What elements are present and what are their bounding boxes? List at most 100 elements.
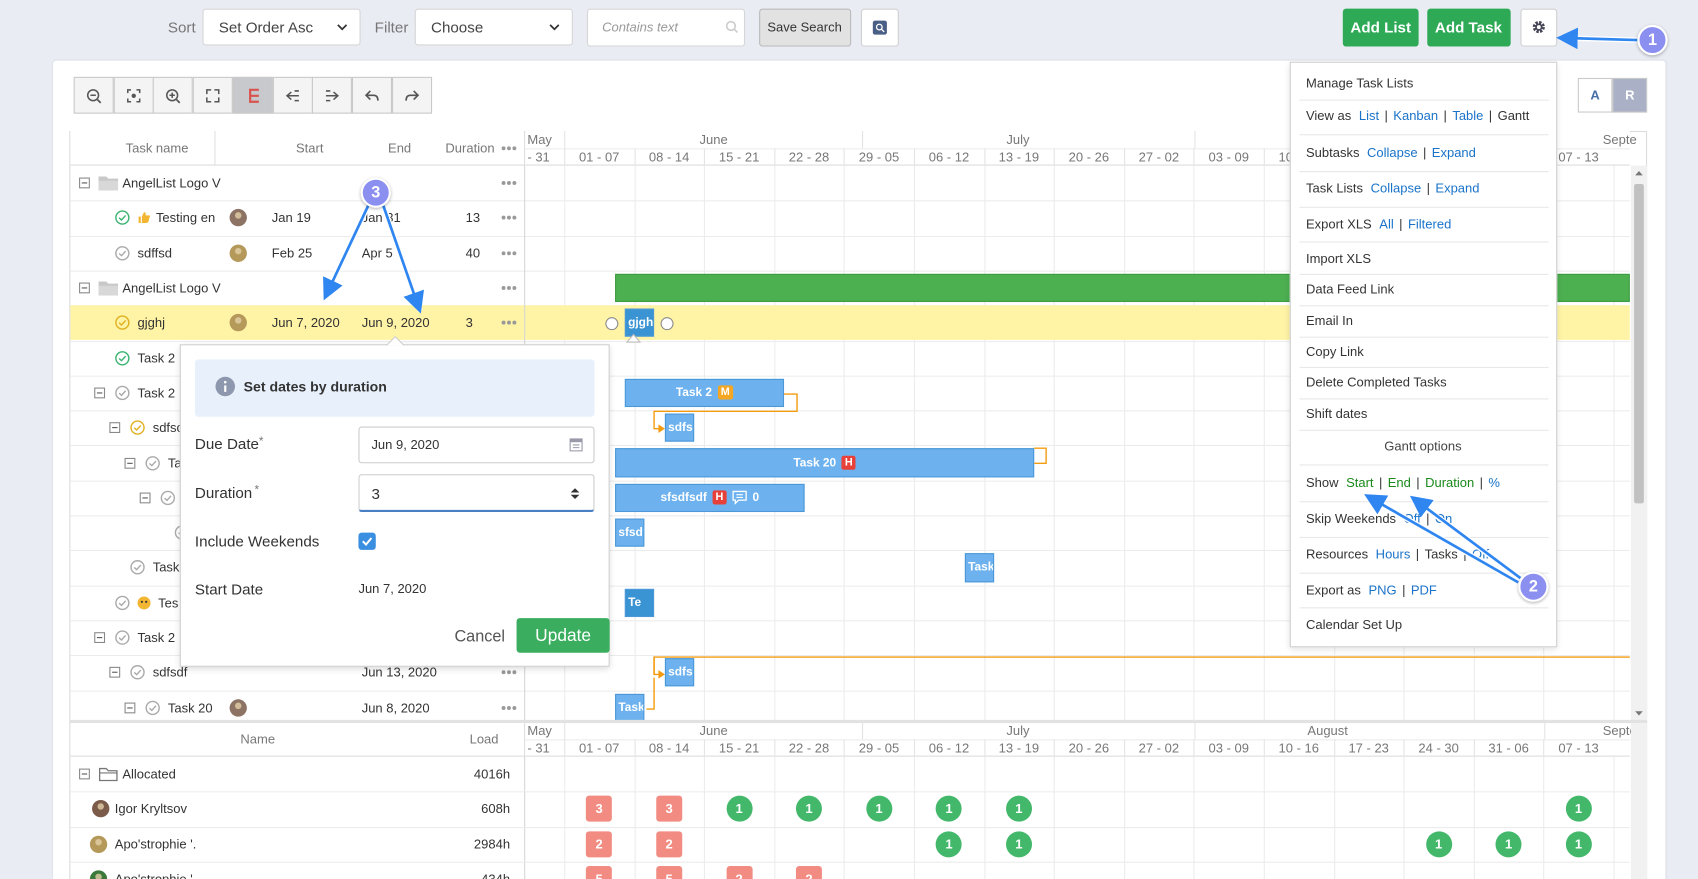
task-bar[interactable]: Task 2 M bbox=[624, 378, 785, 408]
resource-load-cell bbox=[586, 831, 613, 858]
avatar bbox=[89, 835, 108, 853]
week-boundary bbox=[844, 739, 846, 757]
menu-option[interactable]: Gantt bbox=[1497, 108, 1530, 124]
status-check bbox=[115, 210, 130, 226]
resource-load-value: 2 bbox=[735, 871, 742, 879]
menu-item[interactable]: Delete Completed Tasks bbox=[1306, 375, 1449, 390]
task-bar[interactable]: Te bbox=[624, 588, 655, 617]
month-boundary bbox=[861, 722, 864, 740]
task-bar[interactable]: Task bbox=[964, 553, 995, 582]
menu-option[interactable]: Collapse bbox=[1370, 180, 1422, 196]
menu-separator: | bbox=[1378, 475, 1383, 491]
menu-option[interactable]: PDF bbox=[1410, 582, 1437, 598]
week-boundary bbox=[704, 148, 706, 166]
menu-option[interactable]: Duration bbox=[1425, 475, 1475, 491]
comment-icon bbox=[732, 491, 747, 505]
week-label: 03 - 09 bbox=[1208, 149, 1249, 165]
menu-option[interactable]: End bbox=[1387, 475, 1411, 491]
sort-select[interactable] bbox=[202, 8, 361, 46]
task-bar[interactable]: sfsdfsdf H 0 bbox=[615, 483, 805, 513]
task-bar[interactable]: sdfsc bbox=[664, 413, 695, 443]
menu-option[interactable]: Table bbox=[1452, 108, 1484, 124]
row-line bbox=[70, 445, 1630, 447]
menu-separator: | bbox=[1402, 582, 1406, 598]
due-date-input[interactable] bbox=[358, 426, 595, 464]
month-boundary bbox=[1194, 130, 1196, 149]
icon-part bbox=[323, 27, 1638, 584]
week-label: 10 - 16 bbox=[1278, 740, 1319, 756]
menu-option[interactable]: List bbox=[1358, 108, 1380, 124]
avatar bbox=[229, 698, 247, 717]
search-input[interactable] bbox=[586, 8, 746, 47]
zoom-toolbar-button[interactable] bbox=[113, 76, 154, 114]
icon-part bbox=[337, 24, 348, 31]
settings-button[interactable] bbox=[1520, 8, 1558, 47]
view-mode-button[interactable] bbox=[1577, 77, 1613, 113]
menu-option[interactable]: Start bbox=[1346, 475, 1374, 491]
menu-option[interactable]: Expand bbox=[1435, 180, 1480, 196]
menu-option[interactable]: PNG bbox=[1368, 582, 1397, 598]
view-mode-button[interactable] bbox=[1612, 77, 1648, 113]
row-menu bbox=[501, 181, 517, 186]
add-list-button[interactable] bbox=[1342, 8, 1419, 47]
icon-part bbox=[130, 420, 145, 436]
icon-part bbox=[145, 700, 160, 715]
zoom-toolbar-button[interactable] bbox=[351, 76, 392, 114]
month-label: Septe bbox=[1602, 723, 1637, 739]
icon-part bbox=[234, 212, 242, 220]
task-duration: 40 bbox=[465, 245, 481, 261]
icon-part bbox=[733, 28, 739, 34]
row-menu bbox=[501, 705, 517, 710]
menu-item[interactable]: Shift dates bbox=[1306, 406, 1370, 421]
zoom-toolbar-button[interactable] bbox=[192, 76, 233, 114]
icon-part bbox=[625, 333, 642, 343]
menu-item[interactable]: Import XLS bbox=[1306, 251, 1373, 266]
resource-load-cell bbox=[1565, 796, 1592, 823]
week-boundary bbox=[913, 148, 916, 166]
update-button[interactable] bbox=[516, 618, 610, 653]
menu-option[interactable]: Kanban bbox=[1393, 108, 1439, 124]
icon-part bbox=[137, 596, 151, 610]
cancel-button[interactable]: Cancel bbox=[454, 627, 506, 646]
status-check bbox=[115, 315, 130, 331]
menu-item[interactable]: Calendar Set Up bbox=[1306, 617, 1404, 632]
menu-option[interactable]: Expand bbox=[1431, 145, 1476, 161]
icon-part bbox=[512, 216, 517, 221]
task-bar[interactable]: Task 20 H bbox=[615, 448, 1035, 478]
icon-part bbox=[98, 180, 119, 191]
menu-option[interactable]: % bbox=[1488, 475, 1500, 491]
menu-option[interactable]: Tasks bbox=[1424, 546, 1458, 562]
zoom-toolbar-icon bbox=[248, 88, 259, 103]
menu-option[interactable]: All bbox=[1379, 216, 1394, 232]
icon-part bbox=[115, 245, 130, 261]
week-grid-line bbox=[1123, 148, 1125, 723]
icon-part bbox=[97, 803, 104, 811]
task-bar[interactable]: gjghj bbox=[624, 308, 655, 338]
row-line bbox=[70, 550, 1630, 552]
menu-item[interactable]: Manage Task Lists bbox=[1306, 76, 1416, 91]
menu-item[interactable]: Copy Link bbox=[1306, 344, 1366, 359]
resource-load-cell bbox=[656, 796, 683, 823]
save-search-button[interactable] bbox=[759, 8, 852, 47]
include-weekends-checkbox[interactable] bbox=[358, 532, 376, 550]
menu-option[interactable]: Collapse bbox=[1367, 145, 1418, 161]
add-task-button[interactable] bbox=[1427, 8, 1511, 47]
task-name: AngelList Logo V bbox=[122, 280, 221, 296]
duration-input[interactable] bbox=[358, 474, 595, 513]
menu-divider bbox=[1299, 170, 1549, 172]
icon-part bbox=[512, 705, 517, 710]
menu-option[interactable]: Filtered bbox=[1407, 216, 1452, 232]
resource-load-value: 1 bbox=[875, 801, 883, 817]
task-bar[interactable]: sfsdf bbox=[615, 518, 645, 547]
month-boundary bbox=[564, 722, 566, 740]
icon-part bbox=[501, 146, 506, 151]
bar-label: sdfsc bbox=[668, 421, 693, 435]
filter-select[interactable] bbox=[414, 8, 573, 46]
resource-load-value: 1 bbox=[1015, 801, 1023, 817]
menu-item[interactable]: Email In bbox=[1306, 313, 1355, 328]
header-task-name: Task name bbox=[125, 140, 189, 156]
icon-part bbox=[133, 425, 142, 432]
menu-item[interactable]: Data Feed Link bbox=[1306, 281, 1396, 296]
task-bar[interactable]: sdfsc bbox=[664, 658, 695, 687]
menu-option[interactable]: Hours bbox=[1375, 546, 1411, 562]
